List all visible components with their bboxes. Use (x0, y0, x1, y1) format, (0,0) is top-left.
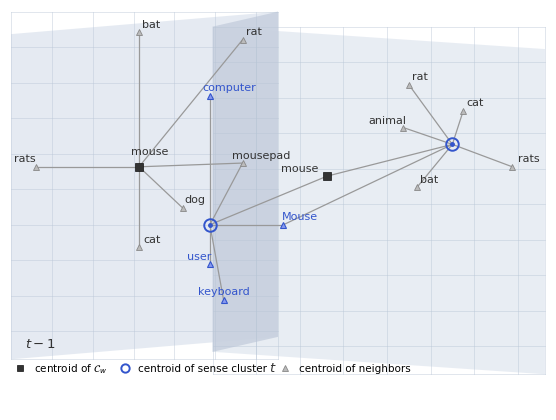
Text: rat: rat (412, 72, 428, 82)
Text: dog: dog (185, 195, 206, 205)
Text: computer: computer (202, 83, 256, 93)
Text: rats: rats (14, 154, 36, 164)
Text: user: user (187, 252, 211, 262)
Text: bat: bat (420, 175, 439, 185)
Text: $t-1$: $t-1$ (24, 338, 56, 351)
Text: mousepad: mousepad (232, 151, 291, 160)
Text: rats: rats (518, 154, 539, 164)
Legend: centroid of $\mathcal{C}_{w}$, centroid of sense cluster, centroid of neighbors: centroid of $\mathcal{C}_{w}$, centroid … (6, 358, 414, 380)
Text: rat: rat (246, 27, 261, 37)
Text: animal: animal (368, 116, 406, 126)
Text: keyboard: keyboard (197, 287, 250, 297)
Text: cat: cat (143, 235, 160, 245)
Text: Mouse: Mouse (282, 212, 318, 222)
Text: bat: bat (142, 20, 161, 30)
Text: mouse: mouse (131, 147, 168, 157)
Polygon shape (212, 12, 278, 352)
Text: cat: cat (466, 98, 484, 108)
Text: $t$: $t$ (269, 362, 276, 375)
Polygon shape (11, 12, 278, 359)
Polygon shape (212, 26, 545, 374)
Text: mouse: mouse (281, 164, 319, 174)
